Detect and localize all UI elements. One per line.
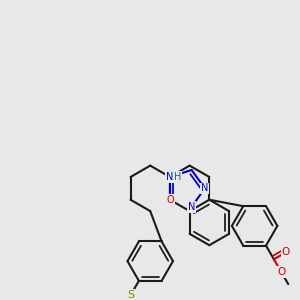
Text: H: H [174, 172, 182, 182]
Text: N: N [166, 172, 174, 182]
Text: O: O [282, 248, 290, 257]
Text: N: N [201, 183, 208, 194]
Text: N: N [188, 202, 195, 212]
Text: O: O [277, 267, 285, 277]
Text: S: S [128, 290, 134, 299]
Text: O: O [166, 195, 174, 205]
